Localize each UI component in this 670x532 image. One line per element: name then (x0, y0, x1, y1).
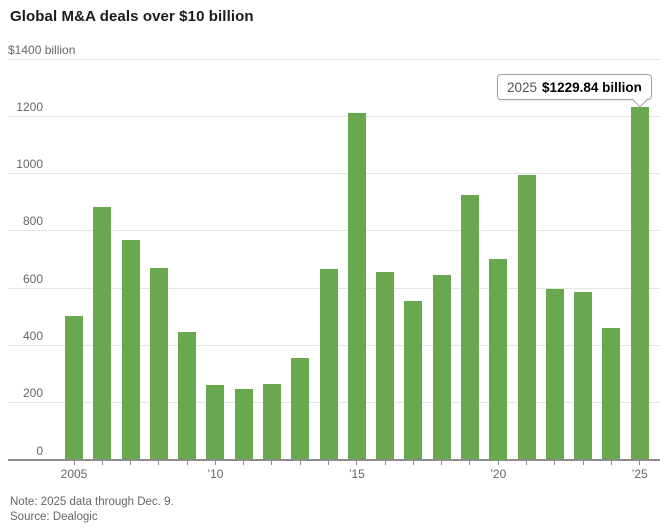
gridline (8, 58, 660, 60)
gridline (8, 230, 660, 232)
bar-2021[interactable] (517, 174, 536, 460)
y-tick-label: 200 (22, 386, 43, 401)
bar-2006[interactable] (93, 207, 112, 460)
x-axis-tick (441, 460, 443, 465)
bar-2015[interactable] (347, 112, 366, 460)
x-axis-tick (384, 460, 386, 465)
x-axis-tick (328, 460, 330, 465)
bar-2022[interactable] (545, 289, 564, 460)
y-tick-label: 600 (22, 271, 43, 286)
x-axis-tick (158, 460, 160, 465)
bar-2023[interactable] (574, 291, 593, 460)
x-axis-tick (299, 460, 301, 465)
y-tick-label: 0 (36, 443, 43, 458)
x-tick-label: ’15 (348, 467, 365, 481)
y-tick-label: 1200 (16, 99, 43, 114)
x-axis-tick (356, 460, 358, 465)
tooltip-year: 2025 (507, 79, 538, 95)
y-tick-label: 800 (22, 214, 43, 229)
y-tick-label: 400 (22, 328, 43, 343)
x-axis-line (8, 459, 660, 461)
x-axis-tick (554, 460, 556, 465)
chart-source: Source: Dealogic (10, 511, 98, 523)
bar-2007[interactable] (121, 240, 140, 460)
chart-title: Global M&A deals over $10 billion (10, 8, 254, 25)
bar-2024[interactable] (602, 327, 621, 460)
x-tick-label: ’20 (490, 467, 507, 481)
x-axis-tick (130, 460, 132, 465)
x-axis-tick (73, 460, 75, 465)
x-axis-tick (526, 460, 528, 465)
tooltip-2025: 2025 $1229.84 billion (497, 74, 652, 107)
x-axis-tick (497, 460, 499, 465)
gridline (8, 173, 660, 175)
bar-2018[interactable] (432, 274, 451, 460)
bar-2010[interactable] (206, 385, 225, 460)
tooltip-value: $1229.84 billion (542, 79, 642, 95)
x-axis-tick (101, 460, 103, 465)
x-tick-label: ’10 (207, 467, 224, 481)
x-axis-tick (243, 460, 245, 465)
x-axis-tick (412, 460, 414, 465)
chart-note: Note: 2025 data through Dec. 9. (10, 496, 174, 508)
bar-2008[interactable] (149, 267, 168, 460)
x-axis-tick (610, 460, 612, 465)
x-tick-label: ’25 (631, 467, 648, 481)
bar-2019[interactable] (460, 194, 479, 460)
bar-2013[interactable] (291, 357, 310, 460)
x-axis-tick (186, 460, 188, 465)
x-axis-tick (214, 460, 216, 465)
bar-2025[interactable] (630, 107, 649, 460)
bar-2005[interactable] (65, 316, 83, 460)
bar-2012[interactable] (262, 383, 281, 460)
bar-2017[interactable] (404, 300, 423, 460)
x-axis-tick (582, 460, 584, 465)
y-axis-top-label: $1400 billion (8, 43, 76, 57)
bar-2011[interactable] (234, 389, 253, 460)
x-axis-tick (271, 460, 273, 465)
bar-2009[interactable] (178, 332, 197, 460)
y-tick-label: 1000 (16, 157, 43, 172)
x-axis-tick (639, 460, 641, 465)
x-tick-label: 2005 (60, 467, 88, 481)
bar-2016[interactable] (376, 271, 395, 460)
gridline (8, 115, 660, 117)
x-axis-tick (469, 460, 471, 465)
bar-2020[interactable] (489, 259, 508, 460)
bar-2014[interactable] (319, 269, 338, 460)
